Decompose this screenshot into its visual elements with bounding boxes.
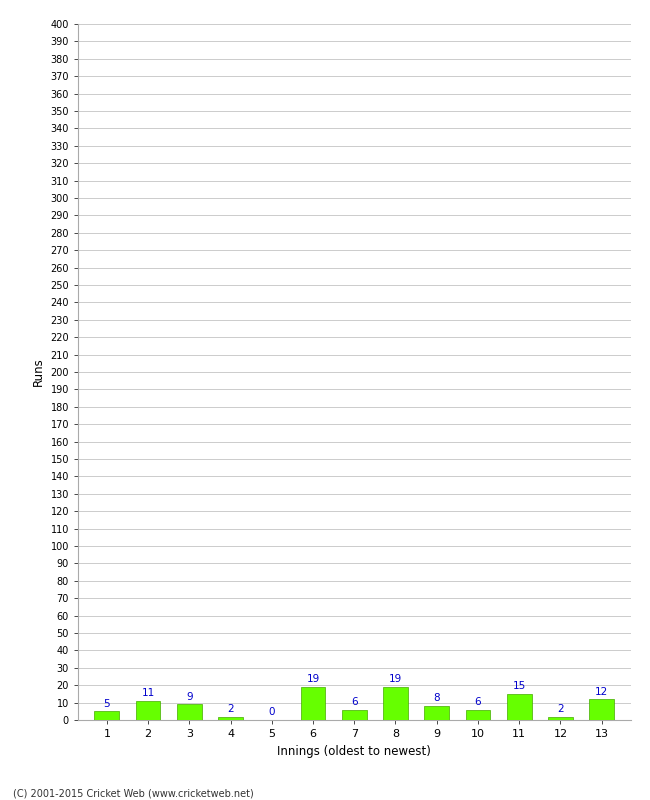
Bar xyxy=(136,701,161,720)
Text: 15: 15 xyxy=(513,682,526,691)
Text: 2: 2 xyxy=(227,704,234,714)
Bar xyxy=(383,687,408,720)
Text: 9: 9 xyxy=(186,692,192,702)
Text: 2: 2 xyxy=(557,704,564,714)
Bar xyxy=(94,711,119,720)
Text: 0: 0 xyxy=(268,707,275,718)
Bar xyxy=(465,710,490,720)
Bar xyxy=(507,694,532,720)
Bar xyxy=(218,717,243,720)
X-axis label: Innings (oldest to newest): Innings (oldest to newest) xyxy=(278,745,431,758)
Y-axis label: Runs: Runs xyxy=(32,358,45,386)
Bar xyxy=(342,710,367,720)
Bar xyxy=(548,717,573,720)
Text: 11: 11 xyxy=(142,688,155,698)
Text: (C) 2001-2015 Cricket Web (www.cricketweb.net): (C) 2001-2015 Cricket Web (www.cricketwe… xyxy=(13,788,254,798)
Text: 6: 6 xyxy=(351,697,358,707)
Bar xyxy=(177,704,202,720)
Text: 6: 6 xyxy=(474,697,481,707)
Bar xyxy=(590,699,614,720)
Text: 5: 5 xyxy=(103,698,110,709)
Text: 19: 19 xyxy=(306,674,320,684)
Text: 8: 8 xyxy=(434,694,440,703)
Bar xyxy=(301,687,326,720)
Text: 12: 12 xyxy=(595,686,608,697)
Bar xyxy=(424,706,449,720)
Text: 19: 19 xyxy=(389,674,402,684)
